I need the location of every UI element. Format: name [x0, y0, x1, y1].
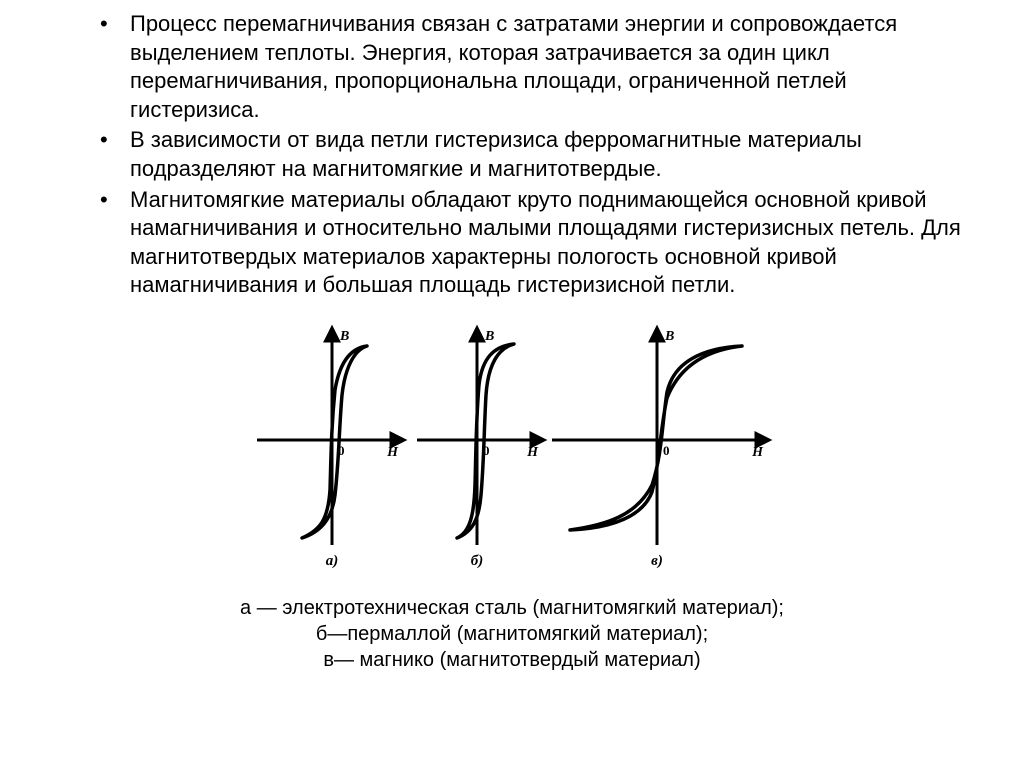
svg-text:B: B — [664, 329, 674, 344]
svg-text:H: H — [526, 445, 539, 460]
caption-line-a: а — электротехническая сталь (магнитомяг… — [50, 595, 974, 621]
diagram-container: B H 0 а) B H 0 б) B H 0 в) — [50, 320, 974, 580]
caption-line-v: в— магнико (магнитотвердый материал) — [50, 647, 974, 673]
svg-text:б): б) — [471, 553, 483, 569]
svg-text:0: 0 — [483, 443, 490, 458]
bullet-item: В зависимости от вида петли гистеризиса … — [100, 126, 974, 183]
bullet-item: Магнитомягкие материалы обладают круто п… — [100, 186, 974, 300]
svg-text:0: 0 — [663, 443, 670, 458]
svg-text:а): а) — [326, 553, 339, 569]
hysteresis-diagram: B H 0 а) B H 0 б) B H 0 в) — [242, 320, 782, 580]
svg-text:H: H — [751, 445, 764, 460]
svg-text:0: 0 — [338, 443, 345, 458]
caption: а — электротехническая сталь (магнитомяг… — [50, 595, 974, 673]
bullet-item: Процесс перемагничивания связан с затрат… — [100, 10, 974, 124]
caption-line-b: б—пермаллой (магнитомягкий материал); — [50, 621, 974, 647]
svg-text:в): в) — [651, 553, 663, 569]
svg-text:H: H — [386, 445, 399, 460]
bullet-list: Процесс перемагничивания связан с затрат… — [50, 10, 974, 300]
svg-text:B: B — [484, 329, 494, 344]
svg-text:B: B — [339, 329, 349, 344]
